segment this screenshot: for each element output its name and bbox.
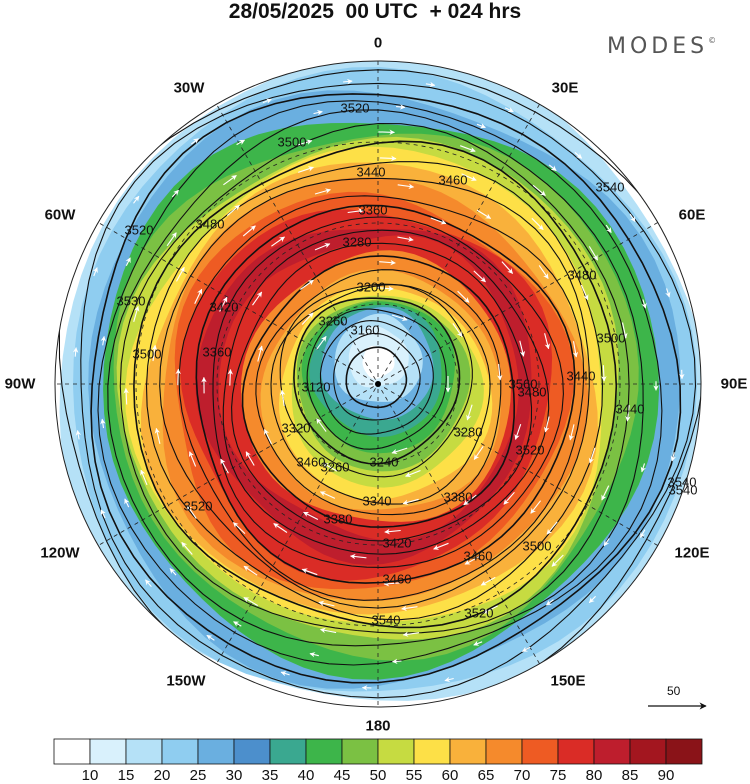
colorbar-swatch xyxy=(378,739,414,764)
contour-label: 3440 xyxy=(616,401,645,416)
colorbar-swatch xyxy=(450,739,486,764)
lon-label-150w: 150W xyxy=(166,673,205,690)
colorbar-swatch xyxy=(414,739,450,764)
contour-label: 3500 xyxy=(278,134,307,149)
colorbar-swatch xyxy=(594,739,630,764)
colorbar-swatch xyxy=(666,739,702,764)
contour-label: 3280 xyxy=(454,424,483,439)
colorbar-swatch xyxy=(162,739,198,764)
contour-label: 3380 xyxy=(444,489,473,504)
lon-label-120w: 120W xyxy=(40,545,79,562)
contour-label: 3520 xyxy=(125,222,154,237)
contour-label: 3280 xyxy=(343,234,372,249)
contour-label: 3530 xyxy=(117,293,146,308)
lon-label-60e: 60E xyxy=(679,207,706,224)
lon-label-30e: 30E xyxy=(552,80,579,97)
lon-label-180: 180 xyxy=(365,718,390,735)
colorbar-tick-label: 65 xyxy=(478,767,495,784)
colorbar xyxy=(54,739,702,764)
lon-label-120e: 120E xyxy=(674,545,709,562)
colorbar-swatch xyxy=(198,739,234,764)
colorbar-swatch xyxy=(126,739,162,764)
wind-vector xyxy=(396,107,405,108)
colorbar-swatch xyxy=(306,739,342,764)
contour-label: 3520 xyxy=(465,605,494,620)
colorbar-tick-label: 60 xyxy=(442,767,459,784)
contour-label: 3500 xyxy=(597,330,626,345)
contour-label: 3460 xyxy=(439,172,468,187)
colorbar-tick-label: 20 xyxy=(154,767,171,784)
contour-label: 3440 xyxy=(567,368,596,383)
contour-label: 3520 xyxy=(516,442,545,457)
contour-label: 3380 xyxy=(324,511,353,526)
contour-label: 3420 xyxy=(210,299,239,314)
contour-label: 3480 xyxy=(568,267,597,282)
colorbar-tick-label: 10 xyxy=(82,767,99,784)
wind-vector xyxy=(603,365,604,381)
colorbar-tick-label: 35 xyxy=(262,767,279,784)
contour-label: 3500 xyxy=(523,538,552,553)
wind-vector xyxy=(393,661,402,662)
lon-label-60w: 60W xyxy=(45,207,76,224)
colorbar-swatch xyxy=(270,739,306,764)
reference-vector-value: 50 xyxy=(667,684,680,698)
contour-label: 3260 xyxy=(321,459,350,474)
contour-label: 3200 xyxy=(357,279,386,294)
colorbar-swatch xyxy=(234,739,270,764)
colorbar-swatch xyxy=(558,739,594,764)
contour-label: 3520 xyxy=(341,100,370,115)
wind-vector xyxy=(380,158,396,159)
contour-label: 3360 xyxy=(203,344,232,359)
contour-label: 3460 xyxy=(464,548,493,563)
colorbar-tick-label: 40 xyxy=(298,767,315,784)
contour-label: 3420 xyxy=(383,535,412,550)
contour-label: 3560 xyxy=(509,376,538,391)
lon-label-90w: 90W xyxy=(5,376,36,393)
contour-label: 3360 xyxy=(359,202,388,217)
contour-label: 3320 xyxy=(282,420,311,435)
lon-label-0: 0 xyxy=(374,35,382,52)
colorbar-swatch xyxy=(522,739,558,764)
lon-label-90e: 90E xyxy=(721,376,748,393)
colorbar-tick-label: 50 xyxy=(370,767,387,784)
colorbar-tick-label: 85 xyxy=(622,767,639,784)
pole-marker xyxy=(375,381,381,387)
contour-label: 3460 xyxy=(383,571,412,586)
contour-label: 3480 xyxy=(196,216,225,231)
contour-label: 3540 xyxy=(669,482,698,497)
colorbar-swatch xyxy=(342,739,378,764)
contour-label: 3500 xyxy=(133,346,162,361)
lon-label-150e: 150E xyxy=(550,673,585,690)
colorbar-swatch xyxy=(54,739,90,764)
colorbar-tick-label: 30 xyxy=(226,767,243,784)
colorbar-swatch xyxy=(630,739,666,764)
contour-label: 3540 xyxy=(596,179,625,194)
contour-label: 3160 xyxy=(351,322,380,337)
colorbar-tick-label: 70 xyxy=(514,767,531,784)
contour-label: 3540 xyxy=(372,612,401,627)
wind-vector xyxy=(230,370,231,386)
contour-label: 3340 xyxy=(363,493,392,508)
colorbar-tick-label: 80 xyxy=(586,767,603,784)
colorbar-tick-label: 90 xyxy=(658,767,675,784)
colorbar-tick-label: 15 xyxy=(118,767,135,784)
colorbar-tick-label: 75 xyxy=(550,767,567,784)
contour-label: 3260 xyxy=(319,313,348,328)
colorbar-tick-label: 25 xyxy=(190,767,207,784)
contour-label: 3240 xyxy=(370,454,399,469)
contour-label: 3440 xyxy=(357,164,386,179)
contour-label: 3520 xyxy=(184,498,213,513)
lon-label-30w: 30W xyxy=(174,80,205,97)
colorbar-tick-label: 55 xyxy=(406,767,423,784)
wind-vector xyxy=(378,132,394,133)
colorbar-tick-label: 45 xyxy=(334,767,351,784)
colorbar-swatch xyxy=(90,739,126,764)
contour-label: 3120 xyxy=(302,379,331,394)
wind-vector xyxy=(178,369,179,385)
colorbar-swatch xyxy=(486,739,522,764)
